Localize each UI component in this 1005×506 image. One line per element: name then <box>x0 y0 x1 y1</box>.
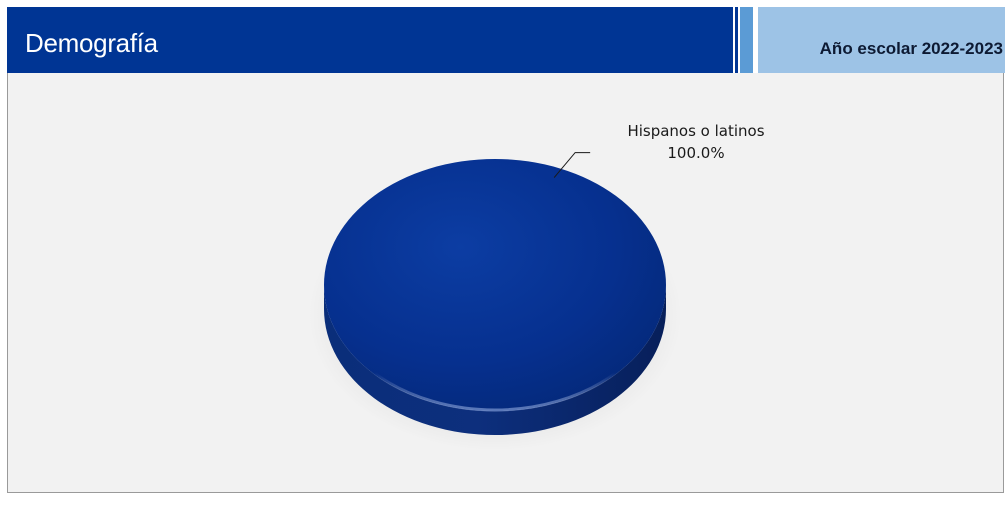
school-year-label: Año escolar 2022-2023 <box>819 39 1003 58</box>
slice-label-value: 100.0% <box>667 144 724 162</box>
header-divider-dark <box>735 7 738 73</box>
pie-chart: Hispanos o latinos 100.0% <box>308 122 765 451</box>
pie-slice-side <box>324 285 666 435</box>
pie-slice-rim <box>323 158 667 412</box>
pie-labels: Hispanos o latinos 100.0% <box>553 122 765 178</box>
slice-label-name: Hispanos o latinos <box>627 122 764 140</box>
slice-leader-line <box>553 152 591 178</box>
pie-plot-area <box>308 158 682 451</box>
pie-slice <box>324 159 666 411</box>
page-title: Demografía <box>25 28 158 58</box>
header-bar: Demografía <box>7 7 733 73</box>
header-divider-accent <box>740 7 753 73</box>
chart-panel: Hispanos o latinos 100.0% <box>7 73 1004 493</box>
header-year-panel: Año escolar 2022-2023 <box>758 7 1005 73</box>
